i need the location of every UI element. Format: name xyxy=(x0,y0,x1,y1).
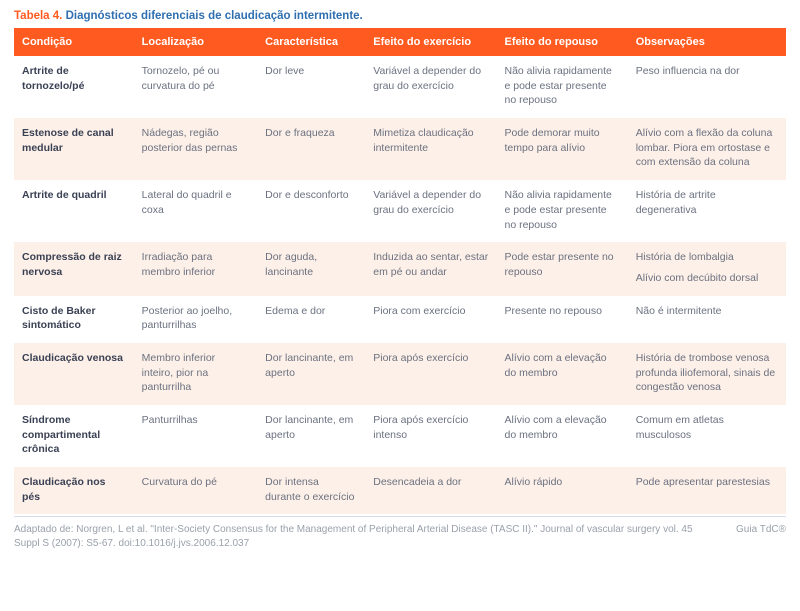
location-cell: Lateral do quadril e coxa xyxy=(134,180,258,242)
condition-cell: Artrite de tornozelo/pé xyxy=(14,56,134,118)
condition-cell: Claudicação nos pés xyxy=(14,467,134,514)
location-cell: Irradiação para membro inferior xyxy=(134,242,258,295)
rest-effect-cell: Presente no repouso xyxy=(496,296,627,343)
table-row: Artrite de quadrilLateral do quadril e c… xyxy=(14,180,786,242)
footer-brand: Guia TdC® xyxy=(736,523,786,537)
column-header: Efeito do repouso xyxy=(496,28,627,56)
table-row: Claudicação venosaMembro inferior inteir… xyxy=(14,343,786,405)
observations-cell: Pode apresentar parestesias xyxy=(628,467,786,514)
table-caption: Tabela 4. Diagnósticos diferenciais de c… xyxy=(14,10,786,22)
exercise-effect-cell: Mimetiza claudicação intermitente xyxy=(365,118,496,180)
observations-cell: História de trombose venosa profunda ili… xyxy=(628,343,786,405)
observations-cell: História de artrite degenerativa xyxy=(628,180,786,242)
exercise-effect-cell: Desencadeia a dor xyxy=(365,467,496,514)
rest-effect-cell: Alívio rápido xyxy=(496,467,627,514)
condition-cell: Síndrome compartimental crônica xyxy=(14,405,134,467)
column-header: Localização xyxy=(134,28,258,56)
rest-effect-cell: Não alivia rapidamente e pode estar pres… xyxy=(496,56,627,118)
table-footer: Adaptado de: Norgren, L et al. "Inter-So… xyxy=(14,516,786,550)
table-row: Cisto de Baker sintomáticoPosterior ao j… xyxy=(14,296,786,343)
rest-effect-cell: Alívio com a elevação do membro xyxy=(496,343,627,405)
exercise-effect-cell: Variável a depender do grau do exercício xyxy=(365,56,496,118)
condition-cell: Compressão de raiz nervosa xyxy=(14,242,134,295)
rest-effect-cell: Alívio com a elevação do membro xyxy=(496,405,627,467)
column-header: Observações xyxy=(628,28,786,56)
exercise-effect-cell: Induzida ao sentar, estar em pé ou andar xyxy=(365,242,496,295)
characteristic-cell: Dor e fraqueza xyxy=(257,118,365,180)
column-header: Efeito do exercício xyxy=(365,28,496,56)
table-row: Compressão de raiz nervosaIrradiação par… xyxy=(14,242,786,295)
observation-line: História de lombalgia xyxy=(636,250,778,265)
observations-cell: Não é intermitente xyxy=(628,296,786,343)
observations-cell: História de lombalgia Alívio com decúbito… xyxy=(628,242,786,295)
table-row: Artrite de tornozelo/péTornozelo, pé ou … xyxy=(14,56,786,118)
caption-number: Tabela 4. xyxy=(14,10,62,22)
table-row: Claudicação nos pésCurvatura do péDor in… xyxy=(14,467,786,514)
characteristic-cell: Dor e desconforto xyxy=(257,180,365,242)
table-row: Estenose de canal medularNádegas, região… xyxy=(14,118,786,180)
characteristic-cell: Edema e dor xyxy=(257,296,365,343)
column-header: Condição xyxy=(14,28,134,56)
characteristic-cell: Dor aguda, lancinante xyxy=(257,242,365,295)
table-row: Síndrome compartimental crônicaPanturril… xyxy=(14,405,786,467)
location-cell: Tornozelo, pé ou curvatura do pé xyxy=(134,56,258,118)
condition-cell: Artrite de quadril xyxy=(14,180,134,242)
table-container: Tabela 4. Diagnósticos diferenciais de c… xyxy=(0,0,800,558)
observations-cell: Alívio com a flexão da coluna lombar. Pi… xyxy=(628,118,786,180)
footer-source: Adaptado de: Norgren, L et al. "Inter-So… xyxy=(14,523,736,550)
condition-cell: Cisto de Baker sintomático xyxy=(14,296,134,343)
exercise-effect-cell: Piora após exercício intenso xyxy=(365,405,496,467)
location-cell: Membro inferior inteiro, pior na panturr… xyxy=(134,343,258,405)
characteristic-cell: Dor intensa durante o exercício xyxy=(257,467,365,514)
exercise-effect-cell: Variável a depender do grau do exercício xyxy=(365,180,496,242)
observations-cell: Peso influencia na dor xyxy=(628,56,786,118)
characteristic-cell: Dor leve xyxy=(257,56,365,118)
rest-effect-cell: Pode estar presente no repouso xyxy=(496,242,627,295)
characteristic-cell: Dor lancinante, em aperto xyxy=(257,405,365,467)
observations-cell: Comum em atletas musculosos xyxy=(628,405,786,467)
column-header: Característica xyxy=(257,28,365,56)
differential-table: CondiçãoLocalizaçãoCaracterísticaEfeito … xyxy=(14,28,786,514)
rest-effect-cell: Pode demorar muito tempo para alívio xyxy=(496,118,627,180)
characteristic-cell: Dor lancinante, em aperto xyxy=(257,343,365,405)
observation-line: Alívio com decúbito dorsal xyxy=(636,271,778,286)
location-cell: Curvatura do pé xyxy=(134,467,258,514)
condition-cell: Claudicação venosa xyxy=(14,343,134,405)
rest-effect-cell: Não alivia rapidamente e pode estar pres… xyxy=(496,180,627,242)
exercise-effect-cell: Piora com exercício xyxy=(365,296,496,343)
location-cell: Panturrilhas xyxy=(134,405,258,467)
caption-title: Diagnósticos diferenciais de claudicação… xyxy=(66,10,363,22)
exercise-effect-cell: Piora após exercício xyxy=(365,343,496,405)
location-cell: Nádegas, região posterior das pernas xyxy=(134,118,258,180)
location-cell: Posterior ao joelho, panturrilhas xyxy=(134,296,258,343)
table-header-row: CondiçãoLocalizaçãoCaracterísticaEfeito … xyxy=(14,28,786,56)
condition-cell: Estenose de canal medular xyxy=(14,118,134,180)
